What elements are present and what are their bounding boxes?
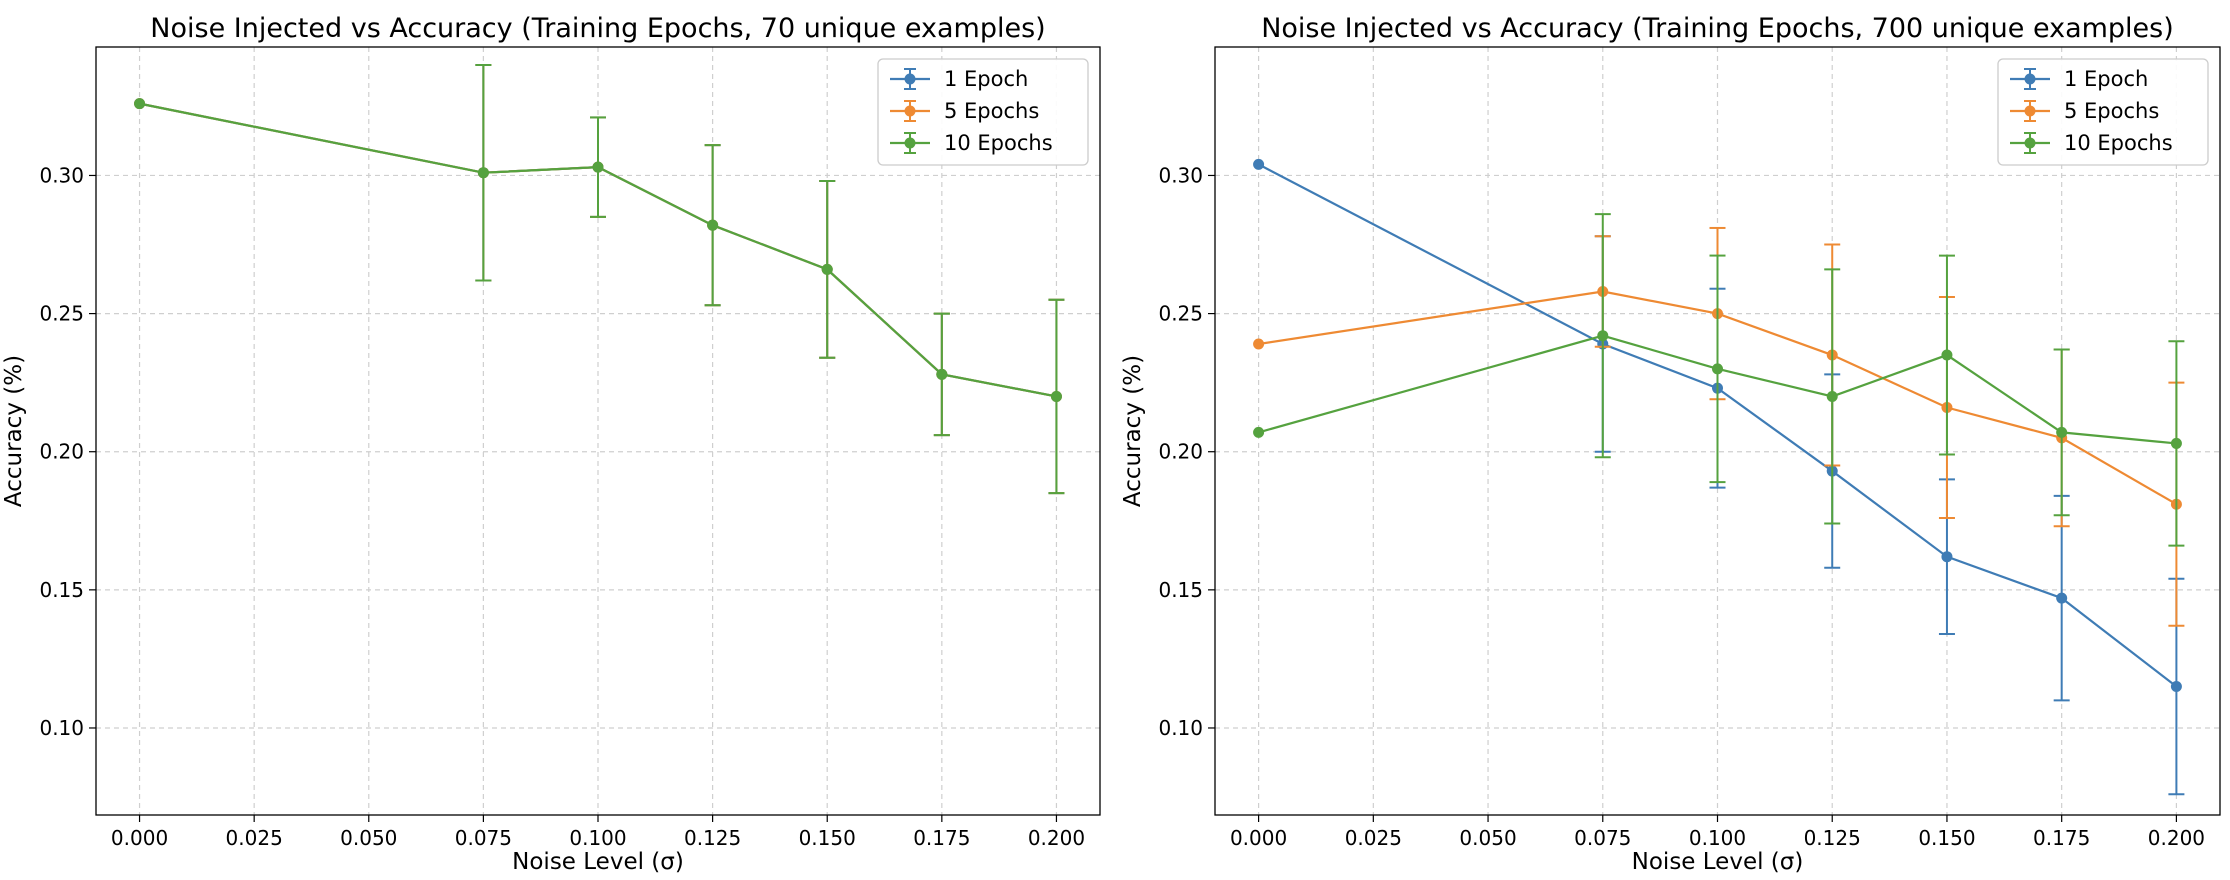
data-point — [1253, 338, 1265, 350]
y-tick-label: 0.30 — [1158, 163, 1203, 187]
x-tick-label: 0.200 — [2148, 826, 2205, 850]
legend-marker — [2024, 73, 2036, 85]
x-axis-label: Noise Level (σ) — [1632, 849, 1804, 875]
data-point — [707, 219, 719, 231]
chart-panel-right: 0.000 0.025 0.050 0.075 0.100 0.125 0.150 0.175… — [1120, 13, 2221, 875]
x-tick-label: 0.025 — [226, 826, 283, 850]
legend-box — [1997, 58, 2209, 166]
legend-marker — [2024, 105, 2036, 117]
data-point — [2170, 437, 2182, 449]
axes-frame — [95, 46, 1101, 816]
x-axis-label: Noise Level (σ) — [512, 849, 684, 875]
y-tick-label: 0.30 — [39, 163, 84, 187]
chart-panel-left: 0.000 0.025 0.050 0.075 0.100 0.125 0.150 0.175… — [1, 13, 1101, 875]
data-point — [1941, 551, 1953, 563]
legend-label: 10 Epochs — [2064, 131, 2173, 155]
x-tick-label: 0.050 — [1459, 826, 1516, 850]
y-tick-label: 0.15 — [39, 578, 84, 602]
data-point — [1826, 390, 1838, 402]
legend-marker — [904, 73, 916, 85]
y-tick-label: 0.25 — [39, 302, 84, 326]
legend-label: 1 Epoch — [2064, 67, 2148, 91]
x-tick-label: 0.125 — [1804, 826, 1861, 850]
x-tick-label: 0.175 — [913, 826, 970, 850]
x-tick-label: 0.075 — [1574, 826, 1631, 850]
x-tick-label: 0.075 — [455, 826, 512, 850]
x-tick-label: 0.100 — [1689, 826, 1746, 850]
data-point — [1941, 349, 1953, 361]
x-tick-label: 0.000 — [111, 826, 168, 850]
y-tick-label: 0.10 — [39, 716, 84, 740]
y-tick-label: 0.25 — [1158, 302, 1203, 326]
data-point — [2056, 426, 2068, 438]
legend-label: 1 Epoch — [944, 67, 1028, 91]
chart-title: Noise Injected vs Accuracy (Training Epo… — [1261, 13, 2174, 44]
legend: 1 Epoch 5 Epochs 10 Epochs — [877, 58, 1089, 166]
axes-frame — [1214, 46, 2221, 816]
data-point — [936, 368, 948, 380]
x-tick-label: 0.100 — [569, 826, 626, 850]
data-point — [1597, 330, 1609, 342]
x-tick-label: 0.125 — [684, 826, 741, 850]
y-tick-label: 0.10 — [1158, 716, 1203, 740]
legend-marker — [904, 105, 916, 117]
legend-box — [877, 58, 1089, 166]
data-point — [592, 161, 604, 173]
data-point — [134, 98, 146, 110]
y-tick-label: 0.20 — [1158, 440, 1203, 464]
y-tick-label: 0.20 — [39, 440, 84, 464]
legend-marker — [2024, 137, 2036, 149]
legend-label: 5 Epochs — [944, 99, 1039, 123]
data-point — [1253, 158, 1265, 170]
x-tick-label: 0.150 — [1918, 826, 1975, 850]
x-tick-label: 0.200 — [1028, 826, 1085, 850]
x-tick-label: 0.050 — [340, 826, 397, 850]
x-tick-label: 0.000 — [1230, 826, 1287, 850]
y-tick-label: 0.15 — [1158, 578, 1203, 602]
y-axis-label: Accuracy (%) — [1, 355, 27, 507]
data-point — [477, 167, 489, 179]
legend-label: 5 Epochs — [2064, 99, 2159, 123]
data-point — [1050, 390, 1062, 402]
series-10-epochs — [134, 63, 1065, 495]
data-point — [2056, 592, 2068, 604]
x-tick-label: 0.150 — [799, 826, 856, 850]
data-point — [1253, 426, 1265, 438]
legend-label: 10 Epochs — [944, 131, 1053, 155]
x-tick-label: 0.175 — [2033, 826, 2090, 850]
y-axis-label: Accuracy (%) — [1120, 355, 1146, 507]
series-10-epochs — [1253, 213, 2185, 547]
data-point — [1712, 363, 1723, 375]
legend: 1 Epoch 5 Epochs 10 Epochs — [1997, 58, 2209, 166]
chart-title: Noise Injected vs Accuracy (Training Epo… — [150, 13, 1045, 44]
data-point — [821, 263, 833, 275]
data-point — [2170, 681, 2182, 693]
x-tick-label: 0.025 — [1345, 826, 1402, 850]
legend-marker — [904, 137, 916, 149]
